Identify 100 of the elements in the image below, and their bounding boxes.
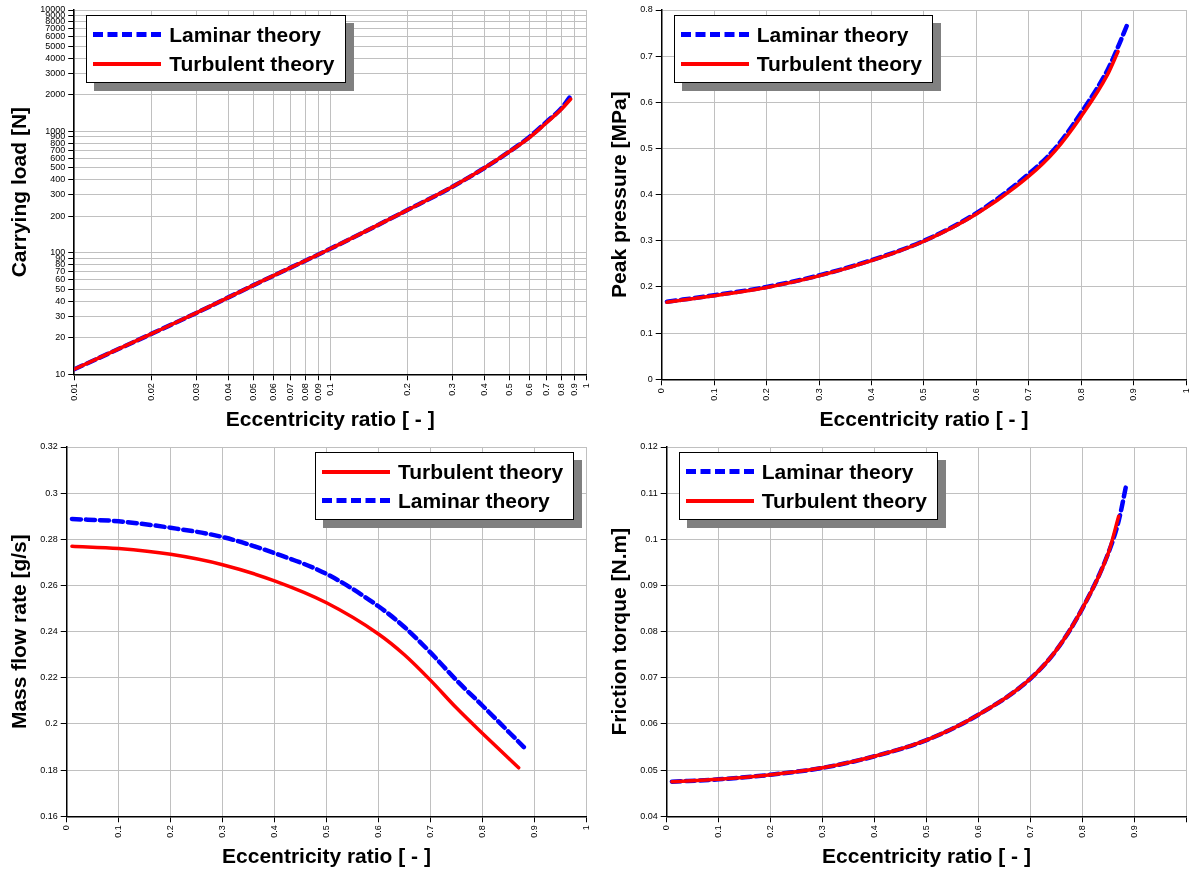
y-tick-label: 10 [55,368,66,379]
y-tick-label: 0.1 [640,327,653,338]
x-tick-label: 0.3 [817,825,828,838]
y-tick-label: 6000 [45,31,66,42]
x-tick-label: 0.03 [190,383,201,401]
x-tick-label: 0.4 [865,388,876,401]
x-tick-label: 1 [1180,388,1191,394]
x-tick-label: 0.04 [222,383,233,401]
y-tick-label: 0.16 [40,810,58,821]
y-tick-label: 0.2 [640,281,653,292]
legend-label: Laminar theory [169,22,321,48]
x-tick-label: 0.6 [523,383,534,396]
y-axis-title: Mass flow rate [g/s] [7,534,31,730]
y-tick-label: 0.32 [40,441,58,452]
legend-label: Turbulent theory [397,459,564,485]
y-tick-label: 500 [50,162,66,173]
y-tick-label: 0.07 [640,672,658,683]
x-tick-label: 0.8 [1075,388,1086,401]
y-tick-label: 0.26 [40,579,58,590]
y-tick-label: 30 [55,310,66,321]
legend-label: Laminar theory [756,22,909,48]
y-tick-label: 0.3 [45,487,58,498]
x-tick-label: 0.09 [312,383,323,401]
x-tick-label: 0.4 [478,383,489,396]
y-tick-label: 0.1 [645,533,658,544]
y-tick-label: 0.28 [40,533,58,544]
y-tick-label: 0.3 [640,235,653,246]
x-tick-label: 0.5 [320,825,331,838]
x-tick-label: 0.02 [145,383,156,401]
x-tick-label: 0.9 [1128,825,1139,838]
y-tick-label: 0.05 [640,764,658,775]
y-tick-label: 200 [50,210,66,221]
y-tick-label: 0.22 [40,672,58,683]
x-tick-label: 0.9 [528,825,539,838]
x-tick-label: 0.06 [267,383,278,401]
y-tick-label: 0.09 [640,579,658,590]
line-series [69,516,527,750]
legend-label: Turbulent theory [761,488,927,514]
x-tick-label: 1 [580,383,591,389]
x-tick-label: 0.7 [541,383,552,396]
y-tick-label: 0.04 [640,810,658,821]
x-tick-label: 0.08 [299,383,310,401]
x-tick-label: 0.6 [970,388,981,401]
y-tick-label: 0.12 [640,441,658,452]
y-tick-label: 0.4 [640,189,653,200]
x-tick-label: 0.6 [372,825,383,838]
x-tick-label: 0 [61,825,72,831]
x-tick-label: 0.5 [918,388,929,401]
x-tick-label: 0.8 [555,383,566,396]
x-tick-label: 0.2 [765,825,776,838]
x-tick-label: 0.5 [920,825,931,838]
x-tick-label: 0.4 [868,825,879,838]
x-tick-label: 0 [656,388,667,394]
y-tick-label: 400 [50,174,66,185]
legend-label: Turbulent theory [756,51,922,77]
x-tick-label: 0.1 [324,383,335,396]
y-tick-label: 50 [55,283,66,294]
y-tick-label: 0.6 [640,96,653,107]
x-tick-label: 0.2 [165,825,176,838]
x-tick-label: 0 [661,825,672,831]
y-tick-label: 0.08 [640,626,658,637]
x-tick-label: 0.8 [1076,825,1087,838]
y-axis-title: Carrying load [N] [7,106,31,278]
x-tick-label: 0.07 [285,383,296,401]
y-tick-label: 0 [647,373,653,384]
y-tick-label: 0.2 [45,718,58,729]
y-tick-label: 60 [55,274,66,285]
x-tick-label: 0.01 [68,383,79,401]
x-tick-label: 0.3 [813,388,824,401]
x-tick-label: 0.8 [476,825,487,838]
x-axis-title: Eccentricity ratio [ - ] [822,844,1031,868]
line-series [70,544,521,770]
x-tick-label: 0.5 [503,383,514,396]
y-tick-label: 300 [50,189,66,200]
x-tick-label: 0.6 [972,825,983,838]
x-tick-label: 1 [580,825,591,831]
y-axis-title: Peak pressure [MPa] [607,91,631,298]
x-tick-label: 0.9 [1128,388,1139,401]
y-tick-label: 0.24 [40,626,58,637]
y-tick-label: 4000 [45,52,66,63]
y-tick-label: 0.7 [640,50,653,61]
y-tick-label: 0.18 [40,764,58,775]
x-tick-label: 0.1 [713,825,724,838]
legend-label: Turbulent theory [169,51,335,77]
y-tick-label: 0.8 [640,4,653,15]
y-tick-label: 0.11 [640,487,658,498]
x-axis-title: Eccentricity ratio [ - ] [225,407,435,431]
x-tick-label: 0.9 [568,383,579,396]
x-tick-label: 0.2 [401,383,412,396]
x-tick-label: 0.2 [761,388,772,401]
y-tick-label: 40 [55,295,66,306]
x-tick-label: 0.1 [113,825,124,838]
y-tick-label: 2000 [45,89,66,100]
y-tick-label: 0.06 [640,718,658,729]
y-axis-title: Friction torque [N.m] [607,527,631,736]
y-tick-label: 20 [55,332,66,343]
x-axis-title: Eccentricity ratio [ - ] [819,407,1029,431]
x-tick-label: 0.3 [217,825,228,838]
x-tick-label: 0.1 [708,388,719,401]
legend-label: Laminar theory [397,488,550,514]
